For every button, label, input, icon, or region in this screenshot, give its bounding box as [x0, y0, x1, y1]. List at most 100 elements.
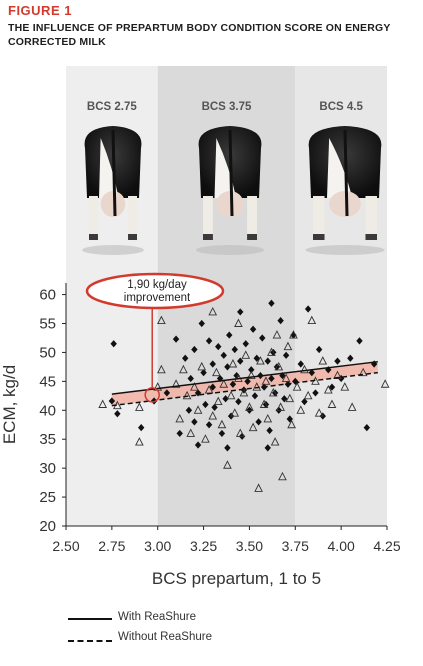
point-with-reashure	[268, 374, 275, 383]
point-with-reashure	[182, 354, 189, 362]
point-with-reashure	[200, 369, 207, 377]
point-without-reashure	[157, 364, 166, 374]
point-with-reashure	[264, 357, 271, 365]
cow-hoof-left	[89, 234, 98, 240]
cow-leg-right	[247, 196, 257, 240]
point-without-reashure	[287, 419, 296, 429]
point-with-reashure	[194, 441, 202, 449]
y-axis-title: ECM, kg/d	[0, 365, 19, 444]
point-with-reashure	[202, 400, 209, 409]
point-without-reashure	[228, 359, 238, 368]
point-without-reashure	[248, 422, 258, 432]
y-tick-label: 20	[39, 518, 56, 535]
cow-shadow	[305, 245, 385, 255]
cow-shadow	[82, 245, 144, 255]
point-with-reashure	[187, 374, 194, 383]
point-with-reashure	[297, 360, 304, 368]
point-with-reashure	[185, 406, 193, 414]
point-with-reashure	[224, 444, 231, 452]
point-with-reashure	[172, 335, 180, 343]
point-without-reashure	[135, 437, 144, 446]
point-without-reashure	[380, 379, 390, 388]
point-without-reashure	[239, 387, 249, 397]
point-without-reashure	[246, 370, 256, 380]
point-with-reashure	[277, 317, 284, 325]
x-tick-label: 3.75	[282, 538, 309, 554]
point-with-reashure	[253, 354, 260, 362]
point-without-reashure	[212, 367, 221, 377]
cow-leg-left	[203, 196, 213, 240]
cow-hoof-right	[128, 234, 137, 240]
point-with-reashure	[334, 357, 341, 365]
annotation-bubble	[85, 272, 225, 310]
point-without-reashure	[241, 350, 251, 359]
cow-leg-right	[128, 196, 137, 240]
cow-leg-right	[365, 196, 377, 240]
point-without-reashure	[347, 402, 357, 411]
point-with-reashure	[233, 371, 240, 380]
point-with-reashure	[244, 377, 251, 385]
point-with-reashure	[237, 308, 244, 316]
point-with-reashure	[312, 389, 319, 397]
point-without-reashure	[223, 460, 232, 469]
x-tick-label: 4.25	[373, 538, 400, 554]
point-with-reashure	[268, 299, 275, 307]
point-without-reashure	[245, 402, 254, 411]
point-with-reashure	[226, 331, 233, 339]
point-with-reashure	[282, 351, 290, 359]
point-with-reashure	[209, 360, 216, 368]
point-with-reashure	[108, 397, 116, 405]
point-with-reashure	[176, 429, 183, 438]
cow-leg-left	[313, 196, 325, 240]
point-without-reashure	[182, 390, 192, 400]
point-without-reashure	[186, 428, 196, 437]
chart-legend: With ReaShure Without ReaShure	[68, 608, 368, 648]
cow-tail	[228, 129, 234, 217]
point-without-reashure	[358, 367, 368, 377]
band-label-1: BCS 3.75	[202, 101, 252, 113]
point-with-reashure	[264, 444, 271, 452]
cow-udder	[216, 191, 244, 217]
cow-thin-icon	[82, 126, 144, 255]
y-tick-label: 50	[39, 344, 56, 361]
point-with-reashure	[194, 389, 202, 397]
cow-hoof-right	[247, 234, 257, 240]
cow-hoof-left	[203, 234, 213, 240]
point-with-reashure	[222, 395, 229, 403]
point-without-reashure	[314, 408, 324, 417]
point-with-reashure	[242, 340, 249, 348]
point-without-reashure	[230, 408, 240, 417]
point-without-reashure	[270, 437, 280, 446]
point-without-reashure	[98, 399, 108, 408]
point-with-reashure	[220, 351, 227, 359]
cow-medium-icon	[195, 126, 265, 255]
point-with-reashure	[110, 340, 117, 348]
point-without-reashure	[283, 341, 293, 351]
point-with-reashure	[281, 395, 288, 403]
x-tick-label: 3.00	[144, 538, 171, 554]
point-without-reashure	[213, 396, 223, 406]
point-with-reashure	[229, 380, 237, 388]
cow-tail	[343, 129, 349, 217]
x-tick-label: 3.25	[190, 538, 217, 554]
point-with-reashure	[138, 424, 145, 432]
point-with-reashure	[251, 392, 259, 400]
point-with-reashure	[231, 345, 238, 354]
point-without-reashure	[226, 390, 236, 400]
point-without-reashure	[267, 347, 276, 356]
point-with-reashure	[237, 357, 244, 365]
point-without-reashure	[256, 356, 265, 365]
point-with-reashure	[292, 377, 299, 385]
point-without-reashure	[307, 315, 317, 325]
point-without-reashure	[197, 361, 207, 371]
point-without-reashure	[303, 390, 313, 400]
point-with-reashure	[224, 363, 231, 371]
point-with-reashure	[315, 345, 323, 354]
point-without-reashure	[300, 364, 309, 374]
figure-title: THE INFLUENCE OF PREPARTUM BODY CONDITIO…	[8, 22, 391, 48]
point-with-reashure	[235, 398, 242, 406]
point-without-reashure	[234, 318, 243, 327]
point-without-reashure	[175, 413, 185, 423]
point-without-reashure	[272, 330, 282, 339]
